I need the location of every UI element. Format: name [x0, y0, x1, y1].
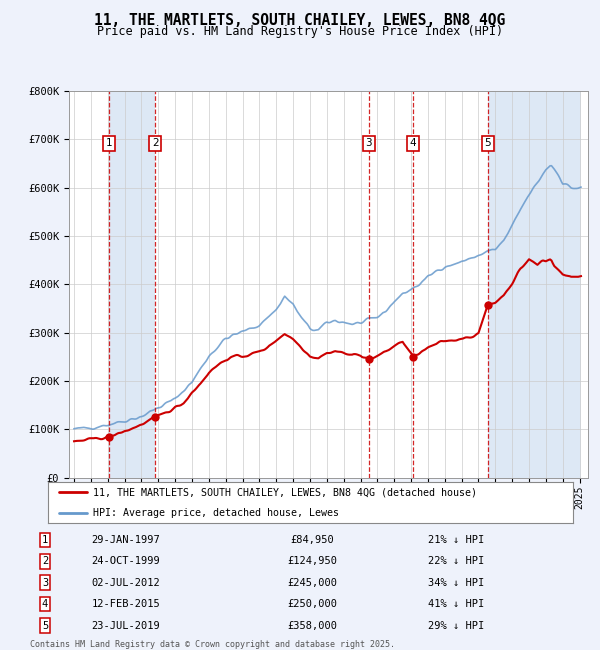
Text: 12-FEB-2015: 12-FEB-2015: [92, 599, 160, 609]
Text: £358,000: £358,000: [287, 621, 337, 630]
Text: 5: 5: [42, 621, 48, 630]
Text: 29% ↓ HPI: 29% ↓ HPI: [428, 621, 484, 630]
Text: Contains HM Land Registry data © Crown copyright and database right 2025.: Contains HM Land Registry data © Crown c…: [30, 640, 395, 649]
Text: 2: 2: [152, 138, 158, 148]
Text: 23-JUL-2019: 23-JUL-2019: [92, 621, 160, 630]
Text: 02-JUL-2012: 02-JUL-2012: [92, 578, 160, 588]
Text: 4: 4: [410, 138, 416, 148]
Text: 41% ↓ HPI: 41% ↓ HPI: [428, 599, 484, 609]
Text: 3: 3: [42, 578, 48, 588]
Text: 11, THE MARTLETS, SOUTH CHAILEY, LEWES, BN8 4QG: 11, THE MARTLETS, SOUTH CHAILEY, LEWES, …: [94, 13, 506, 28]
Text: HPI: Average price, detached house, Lewes: HPI: Average price, detached house, Lewe…: [92, 508, 338, 517]
Text: 5: 5: [485, 138, 491, 148]
Text: 21% ↓ HPI: 21% ↓ HPI: [428, 535, 484, 545]
Text: £245,000: £245,000: [287, 578, 337, 588]
Text: £124,950: £124,950: [287, 556, 337, 566]
Text: 29-JAN-1997: 29-JAN-1997: [92, 535, 160, 545]
Bar: [109, 91, 155, 478]
Text: £250,000: £250,000: [287, 599, 337, 609]
Text: 22% ↓ HPI: 22% ↓ HPI: [428, 556, 484, 566]
Text: £84,950: £84,950: [290, 535, 334, 545]
Text: Price paid vs. HM Land Registry's House Price Index (HPI): Price paid vs. HM Land Registry's House …: [97, 25, 503, 38]
Text: 1: 1: [106, 138, 112, 148]
Text: 3: 3: [365, 138, 372, 148]
Text: 11, THE MARTLETS, SOUTH CHAILEY, LEWES, BN8 4QG (detached house): 11, THE MARTLETS, SOUTH CHAILEY, LEWES, …: [92, 488, 476, 497]
Text: 1: 1: [42, 535, 48, 545]
Bar: [488, 91, 581, 478]
Text: 24-OCT-1999: 24-OCT-1999: [92, 556, 160, 566]
Text: 4: 4: [42, 599, 48, 609]
Text: 34% ↓ HPI: 34% ↓ HPI: [428, 578, 484, 588]
Text: 2: 2: [42, 556, 48, 566]
